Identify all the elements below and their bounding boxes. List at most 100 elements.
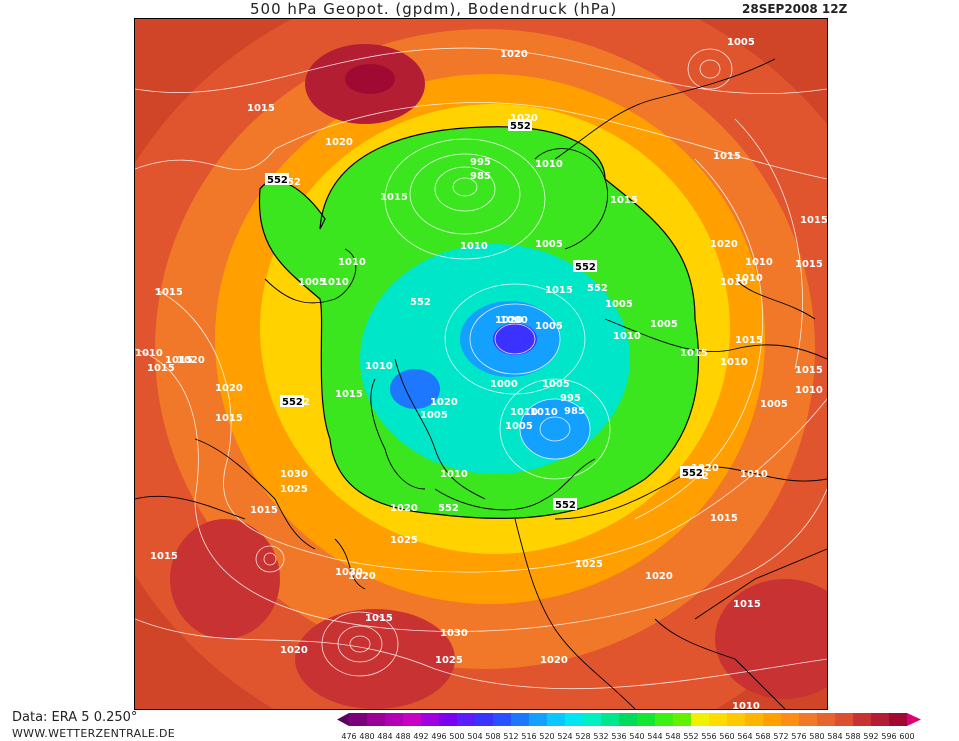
pressure-label: 1015 — [165, 355, 193, 366]
pressure-label: 1030 — [335, 567, 363, 578]
colorbar-level-label: 504 — [467, 732, 482, 741]
colorbar-level-label: 528 — [575, 732, 590, 741]
colorbar-cell — [835, 713, 853, 726]
contour-label-text: 552 — [510, 121, 531, 132]
colorbar-level-label: 572 — [773, 732, 788, 741]
pressure-label: 1000 — [500, 315, 528, 326]
pressure-label: 1015 — [795, 365, 823, 376]
colorbar-level-label: 520 — [539, 732, 554, 741]
pressure-label: 1015 — [545, 285, 573, 296]
blue-core-2 — [493, 323, 537, 355]
colorbar-level-label: 488 — [395, 732, 410, 741]
pressure-label: 1010 — [735, 273, 763, 284]
pressure-label: 1010 — [535, 159, 563, 170]
colorbar-arrow-right — [907, 713, 921, 726]
pressure-label: 1015 — [150, 551, 178, 562]
pressure-label: 1025 — [435, 655, 463, 666]
pressure-label: 1010 — [460, 241, 488, 252]
isobars — [135, 47, 827, 690]
pressure-label: 1010 — [530, 407, 558, 418]
colorbar-cell — [709, 713, 727, 726]
colorbar-labels: 476 480 484 488 492 496 500 504 508 512 516 520 524 5… — [341, 732, 914, 741]
colorbar-level-label: 484 — [377, 732, 392, 741]
pressure-label: 1005 — [420, 410, 448, 421]
colorbar-level-label: 548 — [665, 732, 680, 741]
contour-label-text: 552 — [575, 262, 596, 273]
pressure-label: 1005 — [505, 421, 533, 432]
pressure-label: 1015 — [215, 413, 243, 424]
blue-core-3 — [520, 399, 590, 459]
pressure-label: 1015 — [610, 195, 638, 206]
colorbar-cell — [781, 713, 799, 726]
colorbar-level-label: 540 — [629, 732, 644, 741]
colorbar-cell — [745, 713, 763, 726]
pressure-label: 1010 — [321, 277, 349, 288]
colorbar-cell — [871, 713, 889, 726]
colorbar-cell — [799, 713, 817, 726]
high-red-4 — [295, 609, 455, 709]
colorbar-cell — [547, 713, 565, 726]
pressure-label: 552 — [410, 297, 431, 308]
pressure-label: 1010 — [365, 361, 393, 372]
pressure-label: 995 — [470, 157, 491, 168]
pressure-label: 1020 — [540, 655, 568, 666]
colorbar-level-label: 492 — [413, 732, 428, 741]
colorbar-cell — [763, 713, 781, 726]
colorbar-level-label: 516 — [521, 732, 536, 741]
pressure-label: 1020 — [510, 113, 538, 124]
colorbar-cell — [691, 713, 709, 726]
colorbar-cell — [853, 713, 871, 726]
pressure-label: 1005 — [535, 321, 563, 332]
pressure-label: 1010 — [745, 257, 773, 268]
contour-label-552: 552 — [265, 173, 289, 186]
data-source: Data: ERA 5 0.250° — [12, 710, 138, 725]
pressure-label: 1010 — [740, 469, 768, 480]
colorbar-level-label: 544 — [647, 732, 662, 741]
pressure-label: 1015 — [250, 505, 278, 516]
pressure-label: 1010 — [732, 701, 760, 709]
colorbar-level-label: 588 — [845, 732, 860, 741]
pressure-label: 1010 — [510, 407, 538, 418]
pressure-label: 1020 — [348, 571, 376, 582]
colorbar-cell — [403, 713, 421, 726]
colorbar-cell — [385, 713, 403, 726]
pressure-label: 1020 — [691, 463, 719, 474]
pressure-label: 1015 — [795, 259, 823, 270]
colorbar-cell — [349, 713, 367, 726]
pressure-label: 1005 — [535, 239, 563, 250]
pressure-label: 552 — [438, 503, 459, 514]
high-red-3 — [170, 519, 280, 639]
colorbar-level-label: 584 — [827, 732, 842, 741]
colorbar-level-label: 500 — [449, 732, 464, 741]
contour-label-box — [680, 466, 704, 478]
colorbar-level-label: 536 — [611, 732, 626, 741]
pressure-label: 1005 — [650, 319, 678, 330]
pressure-label: 552 — [280, 177, 301, 188]
contour-label-552: 552 — [680, 466, 704, 479]
colorbar-cell — [727, 713, 745, 726]
contour-label-552: 552 — [280, 395, 304, 408]
website-credit: WWW.WETTERZENTRALE.DE — [12, 727, 175, 740]
colorbar-cell — [511, 713, 529, 726]
contour-label-552: 552 — [573, 260, 597, 273]
pressure-label: 1030 — [440, 628, 468, 639]
pressure-label: 1005 — [727, 37, 755, 48]
pressure-label: 552 — [587, 283, 608, 294]
pressure-label: 1015 — [713, 151, 741, 162]
pressure-label: 1020 — [430, 397, 458, 408]
colorbar-level-label: 496 — [431, 732, 446, 741]
colorbar-level-label: 580 — [809, 732, 824, 741]
valid-date: 28SEP2008 12Z — [742, 2, 848, 16]
pressure-label: 1020 — [390, 503, 418, 514]
pressure-label: 1020 — [280, 645, 308, 656]
colorbar-level-label: 532 — [593, 732, 608, 741]
pressure-label: 1005 — [542, 379, 570, 390]
colorbar: 476 480 484 488 492 496 500 504 508 512 516 520 524 5… — [337, 713, 921, 741]
pressure-label: 985 — [470, 171, 491, 182]
colorbar-cell — [655, 713, 673, 726]
colorbar-level-label: 476 — [341, 732, 356, 741]
pressure-label: 1015 — [800, 215, 827, 226]
contour-label-552: 552 — [508, 119, 532, 132]
pressure-label: 1020 — [645, 571, 673, 582]
